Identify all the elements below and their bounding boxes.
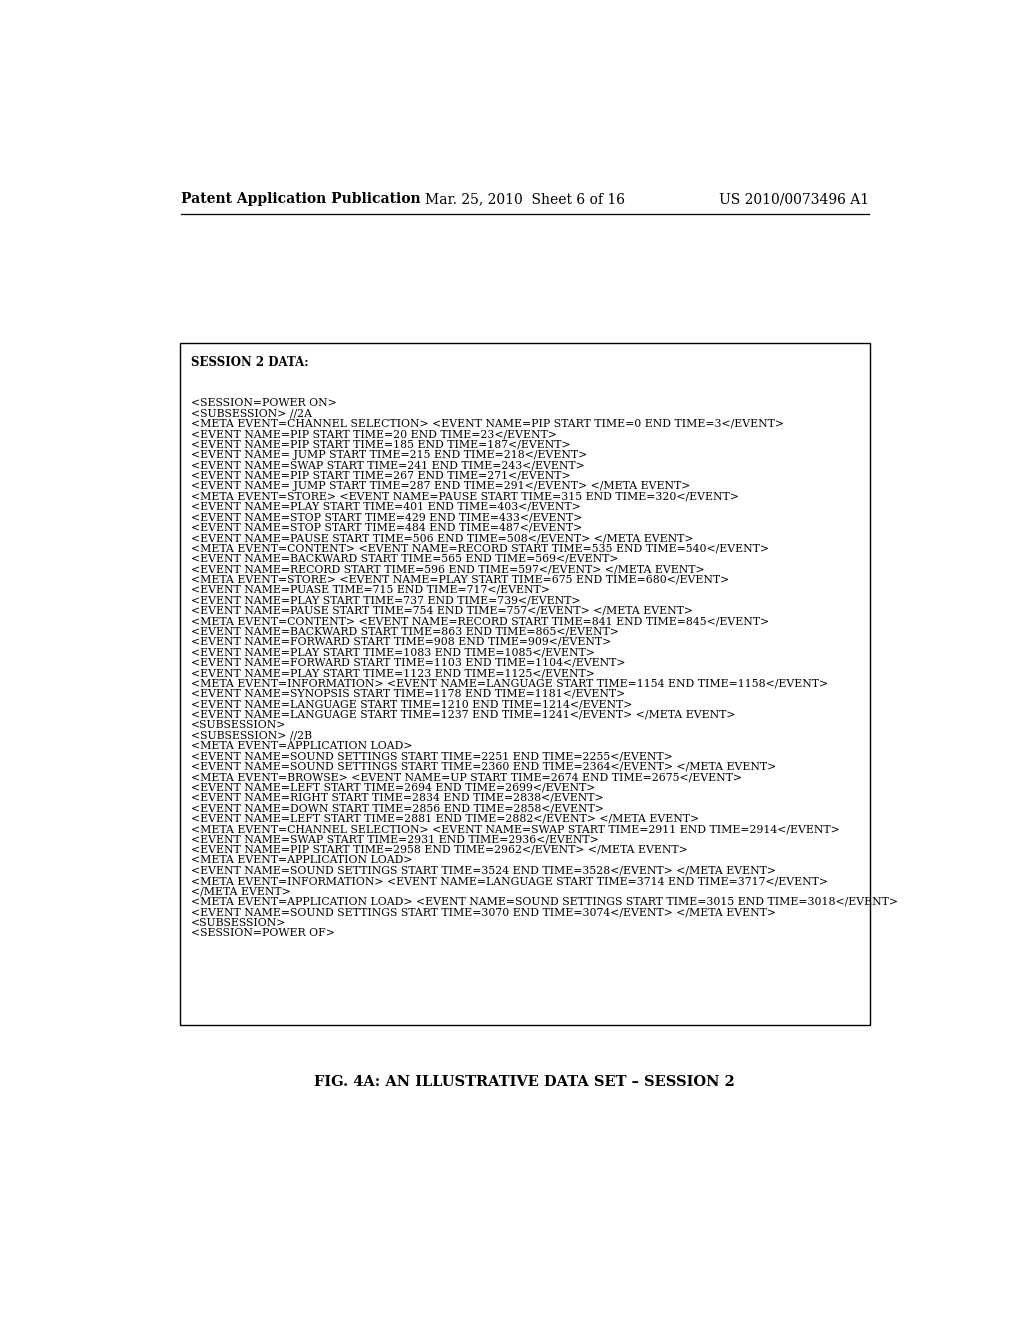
Text: <EVENT NAME=BACKWARD START TIME=565 END TIME=569</EVENT>: <EVENT NAME=BACKWARD START TIME=565 END … [190,554,618,564]
Text: <EVENT NAME=PLAY START TIME=401 END TIME=403</EVENT>: <EVENT NAME=PLAY START TIME=401 END TIME… [190,502,581,512]
Text: <META EVENT=CHANNEL SELECTION> <EVENT NAME=PIP START TIME=0 END TIME=3</EVENT>: <META EVENT=CHANNEL SELECTION> <EVENT NA… [190,418,783,429]
Text: <SUBSESSION> //2B: <SUBSESSION> //2B [190,730,311,741]
Text: <SESSION=POWER ON>: <SESSION=POWER ON> [190,397,337,408]
Text: <META EVENT=STORE> <EVENT NAME=PLAY START TIME=675 END TIME=680</EVENT>: <META EVENT=STORE> <EVENT NAME=PLAY STAR… [190,574,729,585]
Text: <EVENT NAME=SOUND SETTINGS START TIME=3070 END TIME=3074</EVENT> </META EVENT>: <EVENT NAME=SOUND SETTINGS START TIME=30… [190,907,776,917]
Text: <SUBSESSION> //2A: <SUBSESSION> //2A [190,408,311,418]
Text: <EVENT NAME= JUMP START TIME=215 END TIME=218</EVENT>: <EVENT NAME= JUMP START TIME=215 END TIM… [190,450,587,459]
Text: <EVENT NAME=PLAY START TIME=1123 END TIME=1125</EVENT>: <EVENT NAME=PLAY START TIME=1123 END TIM… [190,668,595,678]
Text: <META EVENT=CONTENT> <EVENT NAME=RECORD START TIME=535 END TIME=540</EVENT>: <META EVENT=CONTENT> <EVENT NAME=RECORD … [190,544,769,553]
Text: <EVENT NAME=RECORD START TIME=596 END TIME=597</EVENT> </META EVENT>: <EVENT NAME=RECORD START TIME=596 END TI… [190,564,705,574]
Text: <META EVENT=INFORMATION> <EVENT NAME=LANGUAGE START TIME=1154 END TIME=1158</EVE: <META EVENT=INFORMATION> <EVENT NAME=LAN… [190,678,827,689]
Text: <EVENT NAME=SOUND SETTINGS START TIME=2360 END TIME=2364</EVENT> </META EVENT>: <EVENT NAME=SOUND SETTINGS START TIME=23… [190,762,776,772]
Text: <EVENT NAME= JUMP START TIME=287 END TIME=291</EVENT> </META EVENT>: <EVENT NAME= JUMP START TIME=287 END TIM… [190,480,690,491]
Text: <META EVENT=APPLICATION LOAD>: <META EVENT=APPLICATION LOAD> [190,741,413,751]
Text: <SUBSESSION>: <SUBSESSION> [190,917,286,928]
Text: <EVENT NAME=STOP START TIME=429 END TIME=433</EVENT>: <EVENT NAME=STOP START TIME=429 END TIME… [190,512,583,523]
Text: <EVENT NAME=SYNOPSIS START TIME=1178 END TIME=1181</EVENT>: <EVENT NAME=SYNOPSIS START TIME=1178 END… [190,689,625,698]
Text: <EVENT NAME=PIP START TIME=267 END TIME=271</EVENT>: <EVENT NAME=PIP START TIME=267 END TIME=… [190,471,570,480]
Text: <EVENT NAME=SWAP START TIME=241 END TIME=243</EVENT>: <EVENT NAME=SWAP START TIME=241 END TIME… [190,461,585,470]
Text: SESSION 2 DATA:: SESSION 2 DATA: [190,355,308,368]
Text: US 2010/0073496 A1: US 2010/0073496 A1 [719,193,869,206]
Text: <META EVENT=APPLICATION LOAD> <EVENT NAME=SOUND SETTINGS START TIME=3015 END TIM: <META EVENT=APPLICATION LOAD> <EVENT NAM… [190,896,898,907]
Text: <EVENT NAME=LANGUAGE START TIME=1237 END TIME=1241</EVENT> </META EVENT>: <EVENT NAME=LANGUAGE START TIME=1237 END… [190,710,735,719]
Text: <META EVENT=APPLICATION LOAD>: <META EVENT=APPLICATION LOAD> [190,855,413,865]
FancyBboxPatch shape [180,343,869,1024]
Text: <SESSION=POWER OF>: <SESSION=POWER OF> [190,928,335,939]
Text: <EVENT NAME=FORWARD START TIME=1103 END TIME=1104</EVENT>: <EVENT NAME=FORWARD START TIME=1103 END … [190,657,626,668]
Text: <EVENT NAME=PLAY START TIME=1083 END TIME=1085</EVENT>: <EVENT NAME=PLAY START TIME=1083 END TIM… [190,647,595,657]
Text: <EVENT NAME=DOWN START TIME=2856 END TIME=2858</EVENT>: <EVENT NAME=DOWN START TIME=2856 END TIM… [190,804,604,813]
Text: FIG. 4A: AN ILLUSTRATIVE DATA SET – SESSION 2: FIG. 4A: AN ILLUSTRATIVE DATA SET – SESS… [314,1074,735,1089]
Text: <EVENT NAME=PAUSE START TIME=754 END TIME=757</EVENT> </META EVENT>: <EVENT NAME=PAUSE START TIME=754 END TIM… [190,606,693,615]
Text: <EVENT NAME=STOP START TIME=484 END TIME=487</EVENT>: <EVENT NAME=STOP START TIME=484 END TIME… [190,523,582,532]
Text: Patent Application Publication: Patent Application Publication [180,193,420,206]
Text: <EVENT NAME=FORWARD START TIME=908 END TIME=909</EVENT>: <EVENT NAME=FORWARD START TIME=908 END T… [190,638,611,647]
Text: <EVENT NAME=RIGHT START TIME=2834 END TIME=2838</EVENT>: <EVENT NAME=RIGHT START TIME=2834 END TI… [190,793,603,803]
Text: <EVENT NAME=PLAY START TIME=737 END TIME=739</EVENT>: <EVENT NAME=PLAY START TIME=737 END TIME… [190,595,581,606]
Text: <EVENT NAME=PAUSE START TIME=506 END TIME=508</EVENT> </META EVENT>: <EVENT NAME=PAUSE START TIME=506 END TIM… [190,533,693,543]
Text: <EVENT NAME=LEFT START TIME=2694 END TIME=2699</EVENT>: <EVENT NAME=LEFT START TIME=2694 END TIM… [190,783,595,792]
Text: <META EVENT=BROWSE> <EVENT NAME=UP START TIME=2674 END TIME=2675</EVENT>: <META EVENT=BROWSE> <EVENT NAME=UP START… [190,772,741,781]
Text: <EVENT NAME=SWAP START TIME=2931 END TIME=2936</EVENT>: <EVENT NAME=SWAP START TIME=2931 END TIM… [190,834,598,845]
Text: <EVENT NAME=PUASE TIME=715 END TIME=717</EVENT>: <EVENT NAME=PUASE TIME=715 END TIME=717<… [190,585,550,595]
Text: <EVENT NAME=PIP START TIME=20 END TIME=23</EVENT>: <EVENT NAME=PIP START TIME=20 END TIME=2… [190,429,557,440]
Text: <EVENT NAME=SOUND SETTINGS START TIME=2251 END TIME=2255</EVENT>: <EVENT NAME=SOUND SETTINGS START TIME=22… [190,751,673,762]
Text: <EVENT NAME=LANGUAGE START TIME=1210 END TIME=1214</EVENT>: <EVENT NAME=LANGUAGE START TIME=1210 END… [190,700,632,709]
Text: <META EVENT=CONTENT> <EVENT NAME=RECORD START TIME=841 END TIME=845</EVENT>: <META EVENT=CONTENT> <EVENT NAME=RECORD … [190,616,769,626]
Text: <EVENT NAME=SOUND SETTINGS START TIME=3524 END TIME=3528</EVENT> </META EVENT>: <EVENT NAME=SOUND SETTINGS START TIME=35… [190,866,776,875]
Text: <EVENT NAME=BACKWARD START TIME=863 END TIME=865</EVENT>: <EVENT NAME=BACKWARD START TIME=863 END … [190,627,618,636]
Text: <EVENT NAME=PIP START TIME=2958 END TIME=2962</EVENT> </META EVENT>: <EVENT NAME=PIP START TIME=2958 END TIME… [190,845,687,855]
Text: Mar. 25, 2010  Sheet 6 of 16: Mar. 25, 2010 Sheet 6 of 16 [425,193,625,206]
Text: <META EVENT=STORE> <EVENT NAME=PAUSE START TIME=315 END TIME=320</EVENT>: <META EVENT=STORE> <EVENT NAME=PAUSE STA… [190,491,738,502]
Text: </META EVENT>: </META EVENT> [190,887,291,896]
Text: <SUBSESSION>: <SUBSESSION> [190,721,286,730]
Text: <META EVENT=CHANNEL SELECTION> <EVENT NAME=SWAP START TIME=2911 END TIME=2914</E: <META EVENT=CHANNEL SELECTION> <EVENT NA… [190,824,840,834]
Text: <EVENT NAME=LEFT START TIME=2881 END TIME=2882</EVENT> </META EVENT>: <EVENT NAME=LEFT START TIME=2881 END TIM… [190,813,699,824]
Text: <META EVENT=INFORMATION> <EVENT NAME=LANGUAGE START TIME=3714 END TIME=3717</EVE: <META EVENT=INFORMATION> <EVENT NAME=LAN… [190,876,827,886]
Text: <EVENT NAME=PIP START TIME=185 END TIME=187</EVENT>: <EVENT NAME=PIP START TIME=185 END TIME=… [190,440,570,449]
